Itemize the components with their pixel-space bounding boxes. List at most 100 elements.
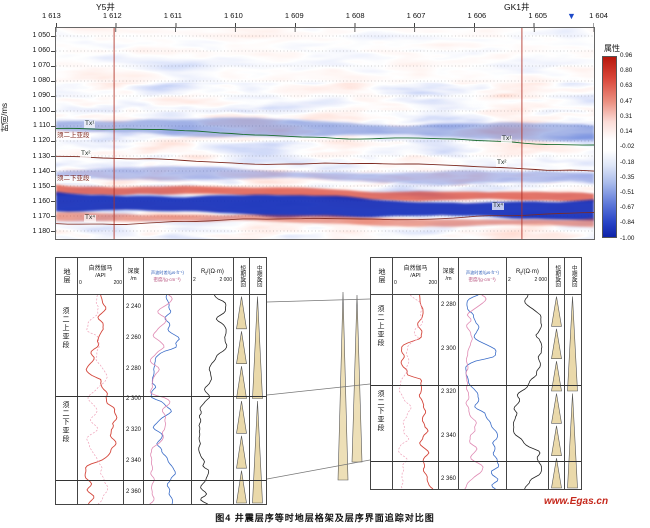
colorbar-tick: -0.35 (620, 173, 635, 181)
depth-tick: 2 280 (125, 365, 141, 372)
rt-title: Rt/(Ω·m) (201, 268, 224, 277)
well-log-panel-y5: 地层 须二上亚段 须二下亚段 自然伽马 /API 0 200 深度/m 2 240… (55, 257, 267, 505)
strata-label-upper: 须二上亚段 (377, 305, 384, 348)
strata-column-header: 地层 (63, 268, 70, 284)
sequence-boundary-line (56, 396, 266, 397)
gr-curve (84, 295, 118, 504)
sequence-boundary-line (371, 461, 581, 462)
trace-number: 1 609 (284, 11, 304, 20)
colorbar-title: 属性 (604, 44, 620, 53)
sequence-boundary-line (371, 385, 581, 386)
depth-tick: 2 300 (125, 396, 141, 403)
colorbar-tick: -1.00 (620, 234, 635, 242)
medium-cycle-column: 中期旋回 (565, 258, 581, 489)
time-axis-tickmarks (51, 36, 55, 233)
seismic-attribute-section (55, 27, 595, 240)
strata-column: 地层 须二上亚段 须二下亚段 (371, 258, 393, 489)
trace-number: 1 611 (163, 11, 182, 20)
strata-label-lower: 须二下亚段 (377, 390, 384, 433)
trace-number: 1 604 (589, 11, 608, 20)
horizon-label-tx4-right: Tx⁴ (492, 202, 505, 210)
well-label-gk1: GK1井 (504, 2, 530, 12)
short-cycle-column: 短期旋回 (549, 258, 565, 489)
strata-label-upper: 须二上亚段 (62, 307, 69, 350)
depth-ticks: 2 280 2 300 2 320 2 340 2 360 (439, 295, 458, 489)
short-cycle-column: 短期旋回 (234, 258, 250, 504)
gr-unit: /API (95, 273, 106, 280)
trace-number: 1 608 (345, 11, 365, 20)
time-tick: 1 070 (32, 62, 50, 70)
medium-cycle-triangles (252, 296, 263, 504)
time-tick: 1 090 (32, 92, 50, 100)
depth-tick: 2 360 (125, 488, 141, 495)
colorbar-tick: -0.84 (620, 219, 635, 227)
colorbar-tick: 0.14 (620, 128, 633, 136)
depth-track: 深度/m 2 240 2 260 2 280 2 300 2 320 2 340 2 360 (124, 258, 144, 504)
gr-curve (398, 295, 434, 489)
horizon-label-tx1-right: Tx¹ (501, 135, 513, 143)
watermark: www.Egas.cn (544, 496, 609, 507)
gr-track: 自然伽马 /API 0 200 (393, 258, 439, 489)
depth-tick: 2 320 (125, 427, 141, 434)
gr-title: 自然伽马 (88, 266, 113, 273)
gr-unit: /API (410, 273, 421, 280)
trace-number: 1 610 (224, 11, 243, 20)
depth-track: 深度/m 2 280 2 300 2 320 2 340 2 360 (439, 258, 459, 489)
depth-tick: 2 280 (440, 302, 456, 308)
horizon-label-tx1-left: Tx¹ (84, 120, 96, 128)
rt-curve (513, 295, 543, 489)
rt-curve (198, 295, 228, 504)
depth-tick: 2 300 (440, 345, 456, 352)
trace-number-axis: 1 613 1 612 1 611 1 610 1 609 1 608 1 607 1 606… (42, 12, 608, 20)
horizon-label-tx4-left: Tx⁴ (84, 214, 97, 222)
medium-cycle-triangles (567, 296, 578, 489)
time-tick: 1 140 (32, 167, 50, 175)
time-axis-label: 时间/ms (0, 103, 9, 132)
density-title: 密度/(g·cm⁻³) (153, 276, 182, 283)
time-axis-ticks: 1 050 1 060 1 070 1 080 1 090 1 100 1 110 1 120… (6, 32, 50, 235)
zone-label-upper-left: 须二上亚段 (56, 132, 91, 140)
depth-ticks: 2 240 2 260 2 280 2 300 2 320 2 340 2 360 (124, 295, 143, 504)
time-tick: 1 130 (32, 152, 50, 160)
medium-cycle-column: 中期旋回 (250, 258, 266, 504)
figure-caption: 图4 井震层序等时地层格架及层序界面追踪对比图 (215, 513, 435, 523)
strata-label-lower: 须二下亚段 (62, 401, 69, 444)
horizon-label-tx2-left: Tx² (80, 150, 92, 158)
depth-tick: 2 340 (125, 458, 141, 465)
gr-scale: 0 200 (79, 279, 122, 286)
trace-number: 1 605 (528, 11, 548, 20)
short-cycle-triangles (551, 296, 562, 489)
trace-number: 1 607 (406, 11, 426, 20)
sonic-density-track: 声波时差/(μs·ft⁻¹) 密度/(g·cm⁻³) (144, 258, 192, 504)
time-tick: 1 160 (32, 197, 50, 205)
depth-tick: 2 240 (125, 304, 141, 310)
sonic-title: 声波时差/(μs·ft⁻¹) (465, 269, 500, 276)
trace-number: 1 613 (42, 11, 61, 20)
colorbar-tick: 0.31 (620, 112, 633, 120)
zone-label-lower-left: 须二下亚段 (56, 175, 91, 183)
colorbar-tick: 0.96 (620, 52, 633, 59)
gr-scale: 0 200 (394, 279, 437, 286)
gr-track: 自然伽马 /API 0 200 (78, 258, 124, 504)
correlation-lines (267, 291, 370, 481)
trace-number: 1 612 (102, 11, 122, 20)
colorbar-tick: 0.80 (620, 67, 633, 75)
depth-tick: 2 340 (440, 432, 456, 439)
colorbar-tick: -0.67 (620, 204, 635, 212)
sonic-title: 声波时差/(μs·ft⁻¹) (150, 269, 185, 276)
colorbar (602, 56, 617, 238)
colorbar-tick: 0.63 (620, 82, 633, 90)
density-title: 密度/(g·cm⁻³) (468, 276, 497, 283)
time-tick: 1 180 (32, 227, 50, 235)
well-log-panel-gk1: 地层 须二上亚段 须二下亚段 自然伽马 /API 0 200 深度/m 2 280… (370, 257, 582, 490)
time-tick: 1 170 (32, 212, 50, 220)
gr-title: 自然伽马 (403, 266, 428, 273)
depth-tick: 2 320 (440, 389, 456, 395)
strata-column-header: 地层 (378, 268, 385, 284)
short-cycle-triangles (236, 296, 247, 504)
rt-title: Rt/(Ω·m) (516, 268, 539, 277)
seismic-image (56, 28, 594, 239)
